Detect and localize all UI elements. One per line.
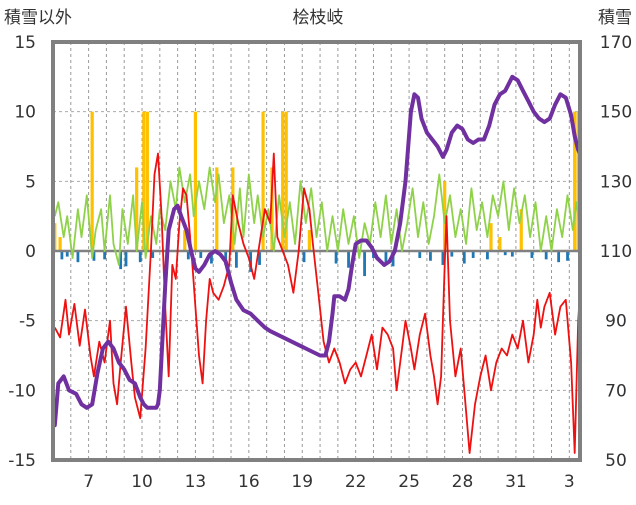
snowfall-bar [489, 223, 493, 251]
negative-bar [234, 251, 238, 268]
left-tick-label: 0 [25, 242, 36, 262]
negative-bar [334, 251, 338, 264]
snowfall-bar [183, 230, 187, 251]
negative-bar [258, 251, 261, 265]
left-tick-label: 15 [14, 33, 36, 53]
x-tick-label: 16 [238, 472, 260, 492]
snowfall-bar [281, 111, 285, 252]
negative-bar [119, 251, 123, 270]
snowfall-bar [519, 209, 523, 251]
negative-bar [210, 251, 213, 264]
plot-frame [51, 40, 582, 462]
right-tick-label: 150 [600, 103, 632, 123]
left-tick-label: 5 [25, 172, 36, 192]
right-tick-label: 50 [605, 451, 627, 471]
x-tick-label: 19 [291, 472, 313, 492]
negative-bar [510, 251, 514, 257]
snowfall-bar [307, 230, 311, 251]
x-tick-label: 31 [505, 472, 527, 492]
snowfall-bar [90, 111, 94, 252]
negative-bar [186, 251, 190, 260]
negative-bar [471, 251, 475, 258]
right-tick-label: 90 [605, 312, 627, 332]
negative-bar [103, 251, 107, 260]
left-tick-label: 10 [14, 103, 36, 123]
right-tick-label: 170 [600, 33, 632, 53]
negative-bar [530, 251, 534, 258]
negative-bar [418, 251, 422, 258]
negative-bar [76, 251, 80, 263]
negative-bar [60, 251, 64, 260]
snowfall-bar [261, 111, 265, 252]
negative-bar [441, 251, 445, 265]
negative-bar [302, 251, 306, 263]
snowfall-bar [58, 237, 62, 251]
x-tick-label: 3 [564, 472, 575, 492]
snowfall-bar [193, 111, 198, 252]
snowfall-bar [145, 111, 149, 252]
x-tick-label: 28 [452, 472, 474, 492]
x-tick-label: 22 [345, 472, 367, 492]
right-tick-label: 130 [600, 172, 632, 192]
negative-bar [566, 251, 569, 261]
line-series [52, 74, 582, 454]
negative-bar [450, 251, 454, 257]
snowfall-bar [215, 167, 219, 251]
x-tick-label: 13 [185, 472, 207, 492]
left-axis-label: 積雪以外 [4, 8, 72, 28]
other-line [53, 166, 581, 266]
x-tick-label: 25 [398, 472, 420, 492]
temperature-line [54, 152, 581, 454]
negative-bar [138, 251, 142, 263]
snowfall-bar [284, 111, 288, 252]
negative-bar [557, 251, 561, 263]
snowfall-bar [270, 167, 274, 251]
left-tick-label: -5 [19, 312, 36, 332]
negative-bar [92, 251, 96, 261]
negative-bar [249, 251, 253, 272]
snowfall-bar [135, 167, 139, 251]
negative-bar [65, 251, 69, 257]
negative-bar [503, 251, 507, 256]
negative-bar [347, 251, 350, 268]
negative-bar [124, 251, 128, 267]
snowfall-bar [498, 237, 502, 251]
snowfall-bar [573, 111, 577, 252]
x-tick-label: 7 [83, 472, 94, 492]
negative-bar [486, 251, 489, 260]
negative-bar [151, 251, 155, 258]
right-axis-label: 積雪 [598, 8, 632, 28]
negative-bar [429, 251, 432, 261]
negative-bar [462, 251, 466, 264]
snow-depth-line [52, 74, 582, 428]
right-tick-label: 110 [600, 242, 632, 262]
negative-bar [363, 251, 366, 277]
negative-bar [544, 251, 548, 260]
negative-bar [224, 251, 228, 265]
left-tick-label: -10 [8, 381, 36, 401]
negative-bar [199, 251, 203, 258]
right-tick-label: 70 [605, 381, 627, 401]
chart-title: 桧枝岐 [293, 8, 344, 28]
left-tick-label: -15 [8, 451, 36, 471]
x-tick-label: 10 [131, 472, 153, 492]
snowfall-bar [142, 111, 146, 252]
bar-series [53, 111, 580, 277]
negative-bar [384, 251, 388, 264]
